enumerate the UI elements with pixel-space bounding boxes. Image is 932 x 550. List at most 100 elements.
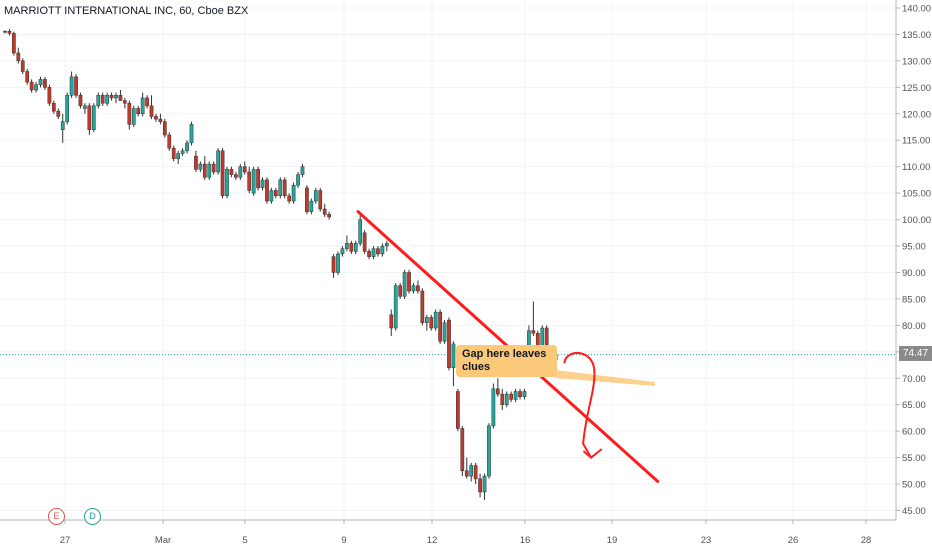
candle xyxy=(118,89,123,101)
candle xyxy=(16,47,21,64)
candle xyxy=(460,425,465,477)
candle xyxy=(416,280,420,294)
candle xyxy=(478,473,482,498)
candle-body-up xyxy=(345,243,349,249)
x-tick-label: 28 xyxy=(861,535,872,546)
candle xyxy=(313,187,318,204)
candle-body-down xyxy=(118,95,123,101)
candle xyxy=(74,74,78,98)
price-axis[interactable]: 45.0050.0055.0060.0065.0070.0075.0080.00… xyxy=(896,4,931,518)
candle xyxy=(402,269,407,299)
candle xyxy=(176,150,181,165)
candle xyxy=(220,148,225,199)
candle-body-down xyxy=(16,52,21,62)
candle-body-up xyxy=(491,388,496,427)
candle-body-down xyxy=(167,134,172,149)
candle-body-up xyxy=(384,243,389,247)
candle xyxy=(371,246,376,260)
candle-body-down xyxy=(123,100,127,104)
candle-body-down xyxy=(247,171,252,191)
candle-body-down xyxy=(25,71,30,83)
candle-body-down xyxy=(407,272,411,292)
x-tick-label: 5 xyxy=(242,535,247,546)
annotation-callout[interactable]: Gap here leaves clues xyxy=(456,345,557,377)
y-tick-label: 110.00 xyxy=(902,162,930,173)
candle xyxy=(291,182,296,204)
candle-body-up xyxy=(131,108,136,125)
candle xyxy=(433,309,438,331)
candle-body-up xyxy=(433,311,438,329)
candle xyxy=(389,309,394,336)
curved-arrow[interactable] xyxy=(563,351,596,459)
candle xyxy=(234,171,238,180)
candle-body-up xyxy=(189,124,194,144)
chart-grid xyxy=(0,0,896,520)
candlestick-series xyxy=(3,29,558,500)
candle xyxy=(225,166,229,199)
candle xyxy=(265,177,269,204)
candle xyxy=(256,166,260,191)
candle xyxy=(491,383,496,429)
candle-body-down xyxy=(500,393,505,405)
candle-body-down xyxy=(327,214,331,218)
candle xyxy=(500,388,505,410)
candle xyxy=(340,246,345,257)
earnings-event-badge[interactable]: E xyxy=(48,508,65,525)
candle xyxy=(336,251,340,276)
candle xyxy=(131,105,136,128)
x-tick-label: 16 xyxy=(520,535,531,546)
candle-body-down xyxy=(282,179,287,197)
candle-body-up xyxy=(3,31,7,33)
candle xyxy=(327,211,331,220)
candle xyxy=(251,166,256,196)
candle xyxy=(429,314,434,331)
candle xyxy=(482,473,487,500)
candle-body-down xyxy=(136,108,141,115)
candle-body-up xyxy=(393,285,398,329)
candle-body-up xyxy=(380,245,385,255)
candle-body-up xyxy=(522,391,527,398)
candle xyxy=(273,187,278,199)
candle xyxy=(420,288,425,326)
x-tick-label: 27 xyxy=(60,535,71,546)
candle-body-up xyxy=(38,79,43,85)
candle xyxy=(504,391,509,408)
dividend-event-badge[interactable]: D xyxy=(84,508,101,525)
candle-body-down xyxy=(158,118,163,122)
candle-body-up xyxy=(402,272,407,297)
y-tick-label: 60.00 xyxy=(902,427,926,438)
candle-body-up xyxy=(69,76,74,96)
candle xyxy=(29,79,34,93)
candle xyxy=(282,177,287,199)
candle xyxy=(12,31,16,56)
candle-body-down xyxy=(43,79,47,88)
y-tick-label: 140.00 xyxy=(902,4,931,15)
candle-body-up xyxy=(105,95,109,104)
candle xyxy=(376,246,380,257)
candle-body-up xyxy=(300,166,305,175)
candle xyxy=(65,92,70,125)
x-tick-label: 26 xyxy=(788,535,799,546)
candle-body-down xyxy=(100,95,105,104)
candle xyxy=(198,161,203,172)
candle xyxy=(51,100,56,114)
candle xyxy=(442,320,447,344)
candle-body-up xyxy=(424,317,429,323)
candle-body-down xyxy=(389,314,394,329)
candle-body-down xyxy=(473,465,478,480)
candle xyxy=(513,388,518,403)
candle xyxy=(242,161,247,175)
candle xyxy=(393,283,398,331)
candle-body-down xyxy=(154,116,158,120)
candle-body-down xyxy=(495,388,500,395)
candle xyxy=(278,177,283,199)
candle-body-down xyxy=(273,190,278,197)
candle-body-down xyxy=(47,87,52,104)
y-tick-label: 100.00 xyxy=(902,215,931,226)
candle-body-down xyxy=(376,248,380,255)
candle xyxy=(398,283,403,299)
y-tick-label: 50.00 xyxy=(902,480,926,491)
time-axis[interactable]: 27 Mar 5 9 12 16 19 23 26 28 xyxy=(60,520,872,546)
candle xyxy=(180,148,185,157)
